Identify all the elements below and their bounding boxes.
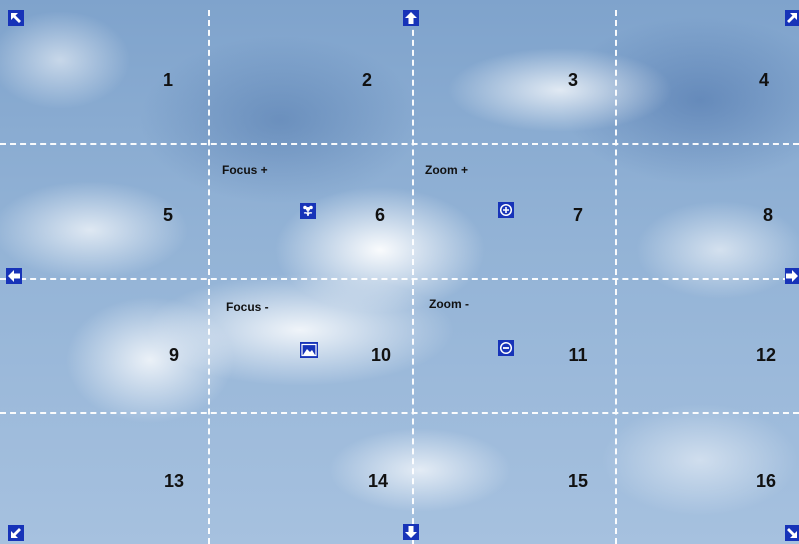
arrow-left-icon [8, 270, 20, 282]
grid-cell-13[interactable]: 13 [163, 471, 185, 491]
zoom-plus-label: Zoom + [425, 163, 469, 177]
grid-line-vertical-3 [615, 10, 617, 544]
arrow-up-left-icon [11, 13, 21, 23]
arrow-down-icon [405, 526, 417, 538]
grid-cell-12[interactable]: 12 [755, 345, 777, 365]
arrow-down-left-icon [11, 528, 21, 538]
pan-left-button[interactable] [6, 268, 22, 284]
grid-line-horizontal-2 [0, 278, 799, 280]
landscape-icon [301, 343, 317, 357]
arrow-up-right-icon [787, 13, 797, 23]
pan-down-left-button[interactable] [8, 525, 24, 541]
grid-cell-15[interactable]: 15 [567, 471, 589, 491]
pan-down-button[interactable] [403, 524, 419, 540]
grid-cell-10[interactable]: 10 [370, 345, 392, 365]
grid-line-horizontal-1 [0, 143, 799, 145]
arrow-down-right-icon [787, 528, 797, 538]
pan-up-left-button[interactable] [8, 10, 24, 26]
pan-down-right-button[interactable] [785, 525, 799, 541]
zoom-minus-button[interactable] [498, 340, 514, 356]
grid-cell-5[interactable]: 5 [162, 205, 173, 225]
focus-minus-button[interactable] [300, 342, 318, 358]
zoom-out-icon [499, 341, 513, 355]
zoom-in-icon [499, 203, 513, 217]
grid-cell-4[interactable]: 4 [758, 70, 769, 90]
focus-plus-label: Focus + [222, 163, 268, 177]
arrow-right-icon [786, 270, 798, 282]
pan-right-button[interactable] [785, 268, 799, 284]
flower-icon [303, 205, 313, 217]
grid-cell-3[interactable]: 3 [567, 70, 578, 90]
grid-cell-16[interactable]: 16 [755, 471, 777, 491]
grid-cell-14[interactable]: 14 [367, 471, 389, 491]
pan-up-button[interactable] [403, 10, 419, 26]
zoom-plus-button[interactable] [498, 202, 514, 218]
grid-line-vertical-1 [208, 10, 210, 544]
grid-line-vertical-2 [412, 10, 414, 544]
focus-minus-label: Focus - [226, 300, 269, 314]
pan-up-right-button[interactable] [785, 10, 799, 26]
grid-cell-7[interactable]: 7 [572, 205, 583, 225]
focus-plus-button[interactable] [300, 203, 316, 219]
grid-cell-9[interactable]: 9 [168, 345, 179, 365]
grid-line-horizontal-3 [0, 412, 799, 414]
grid-cell-2[interactable]: 2 [361, 70, 372, 90]
grid-cell-6[interactable]: 6 [374, 205, 385, 225]
arrow-up-icon [405, 12, 417, 24]
zoom-minus-label: Zoom - [429, 297, 469, 311]
grid-cell-11[interactable]: 11 [568, 345, 588, 365]
grid-cell-1[interactable]: 1 [162, 70, 173, 90]
grid-cell-8[interactable]: 8 [762, 205, 773, 225]
